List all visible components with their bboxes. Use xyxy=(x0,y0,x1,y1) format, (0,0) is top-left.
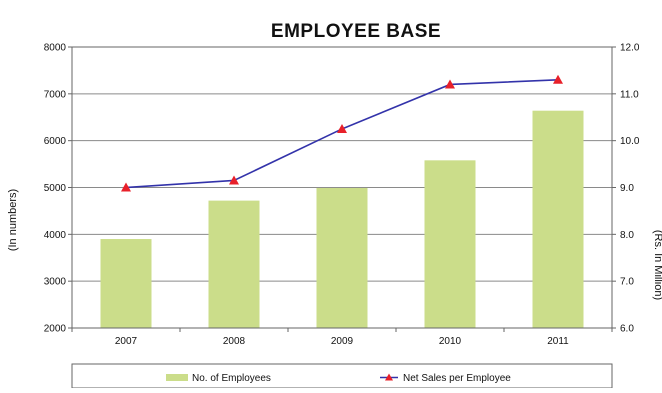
right-tick-label: 6.0 xyxy=(620,324,634,335)
net-sales-marker-2008 xyxy=(229,175,239,185)
bar-2009 xyxy=(316,187,368,328)
right-tick-label: 12.0 xyxy=(620,43,640,54)
right-tick-label: 11.0 xyxy=(620,89,639,100)
left-axis-ticks: 2000 3000 4000 5000 6000 7000 8000 xyxy=(44,43,72,335)
x-tick-label: 2011 xyxy=(547,336,569,347)
chart-title: EMPLOYEE BASE xyxy=(271,21,441,42)
line-series xyxy=(121,74,563,192)
x-axis-ticks: 2007 2008 2009 2010 2011 xyxy=(71,328,613,347)
legend: No. of Employees Net Sales per Employee xyxy=(71,363,613,389)
right-tick-label: 10.0 xyxy=(620,136,640,147)
right-axis-label: (Rs. In Million) xyxy=(652,230,662,300)
legend-line-marker xyxy=(385,373,393,381)
legend-frame xyxy=(71,363,613,389)
net-sales-marker-2011 xyxy=(553,74,563,84)
net-sales-marker-2007 xyxy=(121,182,131,192)
right-tick-label: 9.0 xyxy=(620,183,634,194)
bar-2008 xyxy=(208,200,260,328)
left-tick-label: 8000 xyxy=(44,43,67,54)
net-sales-line xyxy=(125,78,559,189)
x-tick-label: 2010 xyxy=(439,336,462,347)
left-tick-label: 4000 xyxy=(44,230,67,241)
left-tick-label: 2000 xyxy=(44,324,67,335)
legend-line-label: Net Sales per Employee xyxy=(403,373,511,384)
x-tick-label: 2007 xyxy=(115,336,138,347)
left-axis-label: (In numbers) xyxy=(7,189,19,251)
net-sales-marker-2009 xyxy=(337,123,347,133)
legend-bar-swatch xyxy=(166,374,188,381)
legend-bar-label: No. of Employees xyxy=(192,373,271,384)
x-tick-label: 2009 xyxy=(331,336,354,347)
bar-2007 xyxy=(100,239,152,328)
left-tick-label: 6000 xyxy=(44,136,67,147)
bar-2010 xyxy=(424,160,476,328)
left-tick-label: 5000 xyxy=(44,183,67,194)
bar-series xyxy=(100,110,584,329)
net-sales-marker-2010 xyxy=(445,79,455,89)
right-tick-label: 8.0 xyxy=(620,230,634,241)
left-tick-label: 3000 xyxy=(44,277,67,288)
bar-2011 xyxy=(532,110,584,329)
x-tick-label: 2008 xyxy=(223,336,246,347)
right-axis-ticks: 6.0 7.0 8.0 9.0 10.0 11.0 12.0 xyxy=(612,43,640,335)
left-tick-label: 7000 xyxy=(44,89,67,100)
right-tick-label: 7.0 xyxy=(620,277,634,288)
